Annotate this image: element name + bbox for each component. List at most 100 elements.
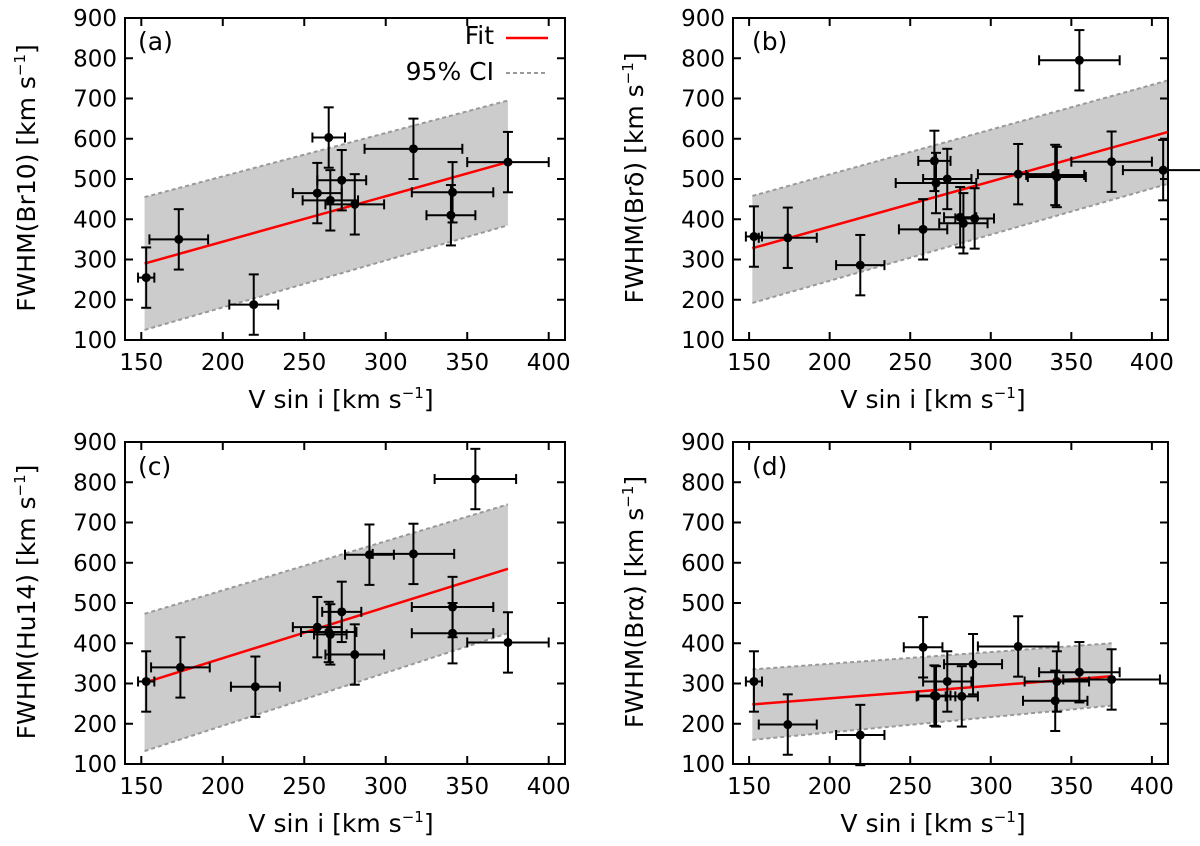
data-marker <box>470 474 480 484</box>
x-tick-label: 300 <box>969 350 1013 376</box>
y-tick-label: 400 <box>681 207 725 233</box>
data-marker <box>929 156 939 166</box>
data-point <box>311 106 346 169</box>
x-tick-label: 400 <box>1130 350 1174 376</box>
data-marker <box>448 628 458 638</box>
data-marker <box>337 607 347 617</box>
data-point <box>410 161 495 224</box>
y-tick-label: 900 <box>73 430 117 456</box>
data-point <box>321 580 363 644</box>
data-marker <box>325 629 335 639</box>
data-marker <box>503 637 513 647</box>
y-tick-label: 800 <box>681 470 725 496</box>
data-marker <box>957 691 967 701</box>
data-marker <box>970 213 980 223</box>
data-point <box>976 615 1060 678</box>
data-marker <box>325 195 335 205</box>
data-marker <box>918 642 928 652</box>
data-marker <box>448 187 458 197</box>
y-tick-label: 100 <box>73 752 117 778</box>
data-marker <box>1158 165 1168 175</box>
x-tick-label: 250 <box>282 350 326 376</box>
data-point <box>954 187 995 250</box>
y-tick-label: 700 <box>681 87 725 113</box>
data-marker <box>364 550 374 560</box>
data-point <box>229 655 281 718</box>
x-tick-label: 300 <box>364 350 408 376</box>
data-point <box>363 117 464 180</box>
data-point <box>137 246 156 309</box>
panel-d: 150 200 250 300 350 400 100 200 300 400 500 600 700 8… <box>619 430 1174 838</box>
x-tick-label: 250 <box>888 774 932 800</box>
data-point <box>1023 650 1091 713</box>
data-point <box>757 693 818 756</box>
y-tick-label: 400 <box>73 207 117 233</box>
x-tick-label: 350 <box>1049 350 1093 376</box>
y-tick-label: 500 <box>73 591 117 617</box>
data-marker <box>1107 157 1117 167</box>
panel-label: (d) <box>752 452 787 481</box>
data-marker <box>174 234 184 244</box>
data-point <box>938 192 989 255</box>
x-tick-label: 400 <box>527 350 571 376</box>
data-point <box>148 208 210 271</box>
y-tick-label: 200 <box>73 288 117 314</box>
data-marker <box>918 224 928 234</box>
ci-upper-line <box>144 503 509 615</box>
data-marker <box>855 730 865 740</box>
data-point <box>757 206 818 269</box>
y-tick-label: 200 <box>73 712 117 738</box>
x-tick-label: 400 <box>1130 774 1174 800</box>
x-tick-label: 150 <box>119 350 163 376</box>
panel-label: (c) <box>138 452 171 481</box>
panel-c: 150 200 250 300 350 400 100 200 300 400 500 600 700 8… <box>11 430 571 838</box>
data-marker <box>942 174 952 184</box>
data-marker <box>141 676 151 686</box>
data-point <box>922 147 973 211</box>
y-tick-label: 300 <box>681 672 725 698</box>
data-point <box>897 198 949 261</box>
data-marker <box>783 233 793 243</box>
data-point <box>466 130 550 194</box>
data-marker <box>749 676 759 686</box>
data-point <box>433 447 518 511</box>
x-tick-label: 150 <box>119 774 163 800</box>
y-tick-label: 800 <box>681 46 725 72</box>
data-marker <box>783 720 793 730</box>
data-marker <box>1050 696 1060 706</box>
fit-line <box>144 160 509 265</box>
data-point <box>894 151 978 215</box>
x-axis-label: V sin i [km s−1] <box>248 808 433 838</box>
data-point <box>137 650 156 713</box>
data-point <box>150 636 211 699</box>
x-tick-label: 150 <box>727 774 771 800</box>
data-point <box>466 611 550 674</box>
y-axis-label: FWHM(Hu14) [km s−1] <box>11 465 41 740</box>
y-tick-label: 300 <box>73 248 117 274</box>
y-tick-label: 800 <box>73 470 117 496</box>
x-axis-label: V sin i [km s−1] <box>840 384 1025 414</box>
y-tick-label: 400 <box>73 631 117 657</box>
data-marker <box>1013 641 1023 651</box>
y-tick-label: 600 <box>73 551 117 577</box>
data-point <box>1121 138 1200 202</box>
legend-ci-label: 95% CI <box>406 57 494 86</box>
x-tick-label: 400 <box>527 774 571 800</box>
legend: Fit 95% CI <box>406 21 548 86</box>
legend-fit-label: Fit <box>465 21 495 50</box>
ci-lower-line <box>144 632 509 753</box>
y-tick-label: 100 <box>73 328 117 354</box>
data-marker <box>1074 667 1084 677</box>
y-tick-label: 600 <box>73 127 117 153</box>
data-marker <box>249 300 259 310</box>
data-point <box>915 665 957 728</box>
data-marker <box>1052 676 1062 686</box>
data-marker <box>855 260 865 270</box>
x-axis-label: V sin i [km s−1] <box>248 384 433 414</box>
data-point <box>324 173 386 236</box>
data-point <box>228 273 280 336</box>
y-axis-label: FWHM(Brδ) [km s−1] <box>619 52 649 303</box>
x-tick-label: 200 <box>808 774 852 800</box>
data-point <box>744 650 763 713</box>
y-tick-label: 500 <box>681 167 725 193</box>
